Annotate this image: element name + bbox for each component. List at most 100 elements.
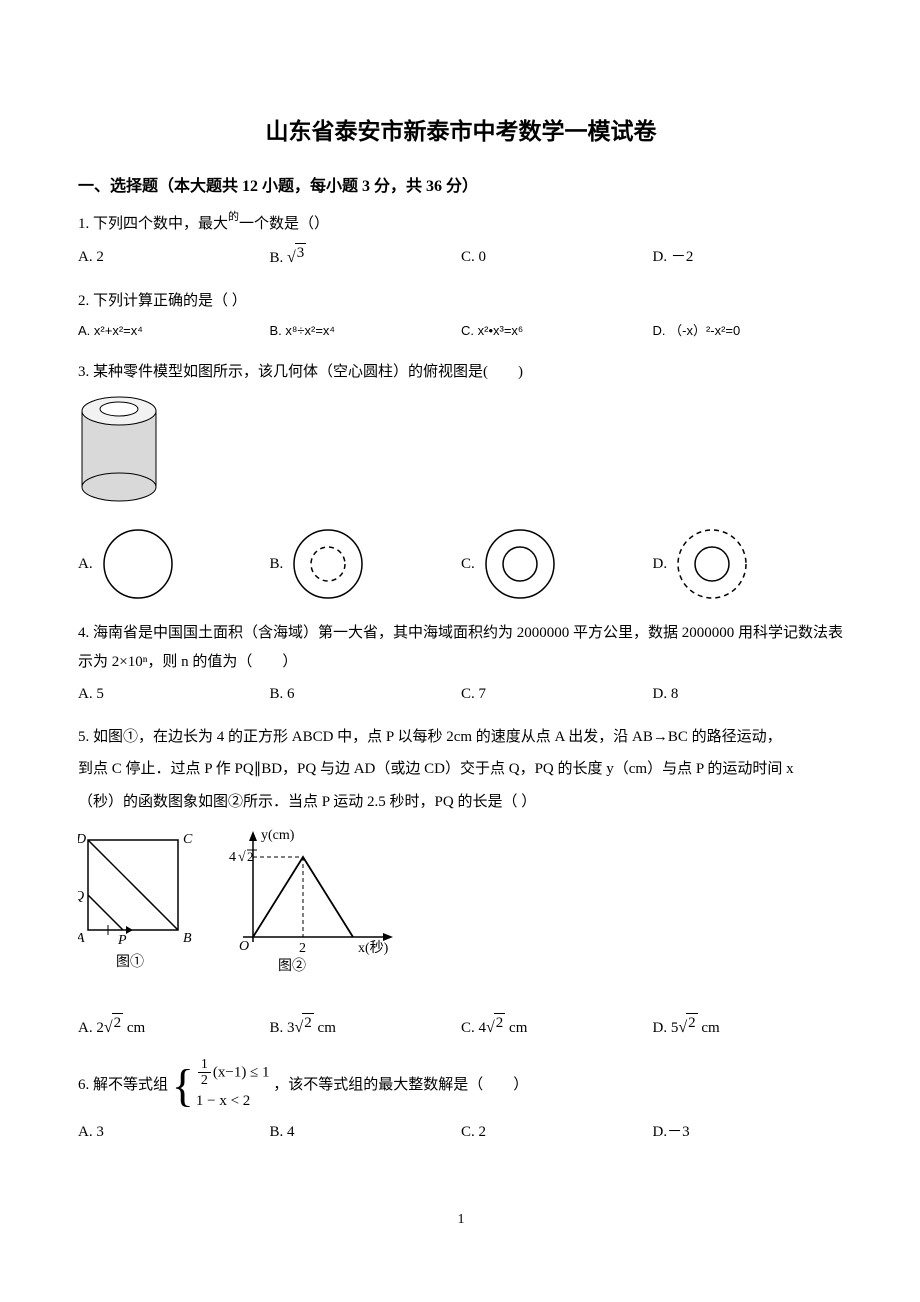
q5-diagram-icon: D C Q A P B 图① (78, 822, 398, 992)
hollow-cylinder-icon (78, 395, 160, 503)
q5-b-pre: B. 3 (270, 1020, 295, 1036)
q5-opt-b: B. 3√2 cm (270, 1013, 462, 1043)
q6-post: ，该不等式组的最大整数解是（ ） (273, 1077, 528, 1093)
label-C: C (183, 832, 193, 847)
q5-a-unit: cm (123, 1020, 145, 1036)
q5-opt-c: C. 4√2 cm (461, 1013, 653, 1043)
q1-b-val: 3 (295, 243, 307, 262)
exam-page: 山东省泰安市新泰市中考数学一模试卷 一、选择题（本大题共 12 小题，每小题 3… (0, 0, 920, 1273)
q5-c-unit: cm (505, 1020, 527, 1036)
q6-opt-b: B. 4 (270, 1118, 462, 1147)
q4-text: 4. 海南省是中国国土面积（含海域）第一大省，其中海域面积约为 2000000 … (78, 619, 844, 676)
q2-opt-b: B. x⁸÷x²=x⁴ (270, 319, 462, 344)
q1-b-pre: B. (270, 250, 288, 266)
q4-opt-d: D. 8 (653, 680, 845, 709)
q4-opt-b: B. 6 (270, 680, 462, 709)
q1-sup: 的 (228, 211, 239, 223)
q6-opt-c: C. 2 (461, 1118, 653, 1147)
q3-text: 3. 某种零件模型如图所示，该几何体（空心圆柱）的俯视图是( ) (78, 358, 844, 387)
two-solid-circles-icon (481, 525, 559, 603)
sqrt-icon: √2 (295, 1013, 314, 1043)
q3-a-label: A. (78, 550, 93, 579)
q3-opt-d: D. (653, 525, 845, 603)
q1-text: 1. 下列四个数中，最大的一个数是（） (78, 210, 844, 239)
q5-line1: 5. 如图①，在边长为 4 的正方形 ABCD 中，点 P 以每秒 2cm 的速… (78, 723, 844, 752)
q5-opt-a: A. 2√2 cm (78, 1013, 270, 1043)
svg-text:√: √ (238, 850, 246, 865)
left-brace-icon: { (172, 1063, 194, 1109)
q2-opt-c: C. x²•x³=x⁶ (461, 319, 653, 344)
question-2: 2. 下列计算正确的是（ ） A. x²+x²=x⁴ B. x⁸÷x²=x⁴ C… (78, 287, 844, 344)
q1-opt-a: A. 2 (78, 243, 270, 273)
q6-options: A. 3 B. 4 C. 2 D.－3 (78, 1118, 844, 1147)
q2-opt-d: D. （-x）²-x²=0 (653, 319, 845, 344)
question-6: 6. 解不等式组 { 12(x−1) ≤ 1 1 − x < 2 ，该不等式组的… (78, 1057, 844, 1147)
question-5: 5. 如图①，在边长为 4 的正方形 ABCD 中，点 P 以每秒 2cm 的速… (78, 723, 844, 1043)
q6-row2: 1 − x < 2 (196, 1089, 270, 1115)
question-3: 3. 某种零件模型如图所示，该几何体（空心圆柱）的俯视图是( ) A. B. (78, 358, 844, 603)
circle-with-dashed-inner-icon (289, 525, 367, 603)
origin: O (239, 939, 249, 954)
label-fig2: 图② (278, 958, 306, 974)
ylabel: y(cm) (261, 828, 295, 843)
q5-opt-d: D. 5√2 cm (653, 1013, 845, 1043)
label-Q: Q (78, 889, 84, 904)
label-B: B (183, 931, 192, 946)
sqrt-icon: √3 (287, 243, 306, 273)
label-P: P (117, 933, 127, 948)
inequality-system: { 12(x−1) ≤ 1 1 − x < 2 (172, 1057, 270, 1114)
q2-text: 2. 下列计算正确的是（ ） (78, 287, 844, 316)
sqrt-icon: √2 (486, 1013, 505, 1043)
fraction-half: 12 (198, 1057, 211, 1089)
q6-opt-d: D.－3 (653, 1118, 845, 1147)
xlabel: x(秒) (358, 940, 389, 956)
question-1: 1. 下列四个数中，最大的一个数是（） A. 2 B. √3 C. 0 D. －… (78, 210, 844, 273)
q1-pre: 1. 下列四个数中，最大 (78, 216, 228, 232)
q3-options: A. B. C. D. (78, 525, 844, 603)
sqrt-icon: √2 (104, 1013, 123, 1043)
q5-line2: 到点 C 停止．过点 P 作 PQ∥BD，PQ 与边 AD（或边 CD）交于点 … (78, 755, 844, 784)
page-title: 山东省泰安市新泰市中考数学一模试卷 (78, 110, 844, 154)
label-D: D (78, 832, 86, 847)
q1-opt-c: C. 0 (461, 243, 653, 273)
q1-post: 一个数是（） (239, 216, 329, 232)
q6-text: 6. 解不等式组 { 12(x−1) ≤ 1 1 − x < 2 ，该不等式组的… (78, 1057, 844, 1114)
q3-b-label: B. (270, 550, 284, 579)
q5-line3: （秒）的函数图象如图②所示．当点 P 运动 2.5 秒时，PQ 的长是（ ） (78, 788, 844, 817)
q3-cylinder-figure (78, 395, 844, 514)
q1-opt-d: D. －2 (653, 243, 845, 273)
q5-c-pre: C. 4 (461, 1020, 486, 1036)
xtick: 2 (299, 941, 306, 956)
q5-d-unit: cm (698, 1020, 720, 1036)
q4-options: A. 5 B. 6 C. 7 D. 8 (78, 680, 844, 709)
q5-b-unit: cm (314, 1020, 336, 1036)
q2-opt-a: A. x²+x²=x⁴ (78, 319, 270, 344)
sqrt-icon: √2 (678, 1013, 697, 1043)
dashed-outer-solid-inner-icon (673, 525, 751, 603)
page-number: 1 (78, 1207, 844, 1234)
label-A: A (78, 931, 85, 946)
ytick: 4 (229, 850, 236, 865)
section-heading: 一、选择题（本大题共 12 小题，每小题 3 分，共 36 分） (78, 172, 844, 202)
q5-d-pre: D. 5 (653, 1020, 679, 1036)
q6-opt-a: A. 3 (78, 1118, 270, 1147)
q5-a-pre: A. 2 (78, 1020, 104, 1036)
q3-opt-c: C. (461, 525, 653, 603)
q5-options: A. 2√2 cm B. 3√2 cm C. 4√2 cm D. 5√2 cm (78, 1013, 844, 1043)
q3-opt-a: A. (78, 525, 270, 603)
q3-d-label: D. (653, 550, 668, 579)
question-4: 4. 海南省是中国国土面积（含海域）第一大省，其中海域面积约为 2000000 … (78, 619, 844, 709)
q4-opt-a: A. 5 (78, 680, 270, 709)
q3-c-label: C. (461, 550, 475, 579)
q5-figures: D C Q A P B 图① (78, 822, 844, 1003)
ytick2: 2 (247, 849, 254, 864)
circle-outline-icon (99, 525, 177, 603)
q4-opt-c: C. 7 (461, 680, 653, 709)
q3-opt-b: B. (270, 525, 462, 603)
q1-opt-b: B. √3 (270, 243, 462, 273)
q1-options: A. 2 B. √3 C. 0 D. －2 (78, 243, 844, 273)
q6-row1: 12(x−1) ≤ 1 (196, 1057, 270, 1089)
q6-pre: 6. 解不等式组 (78, 1077, 168, 1093)
label-fig1: 图① (116, 954, 144, 970)
q2-options: A. x²+x²=x⁴ B. x⁸÷x²=x⁴ C. x²•x³=x⁶ D. （… (78, 319, 844, 344)
